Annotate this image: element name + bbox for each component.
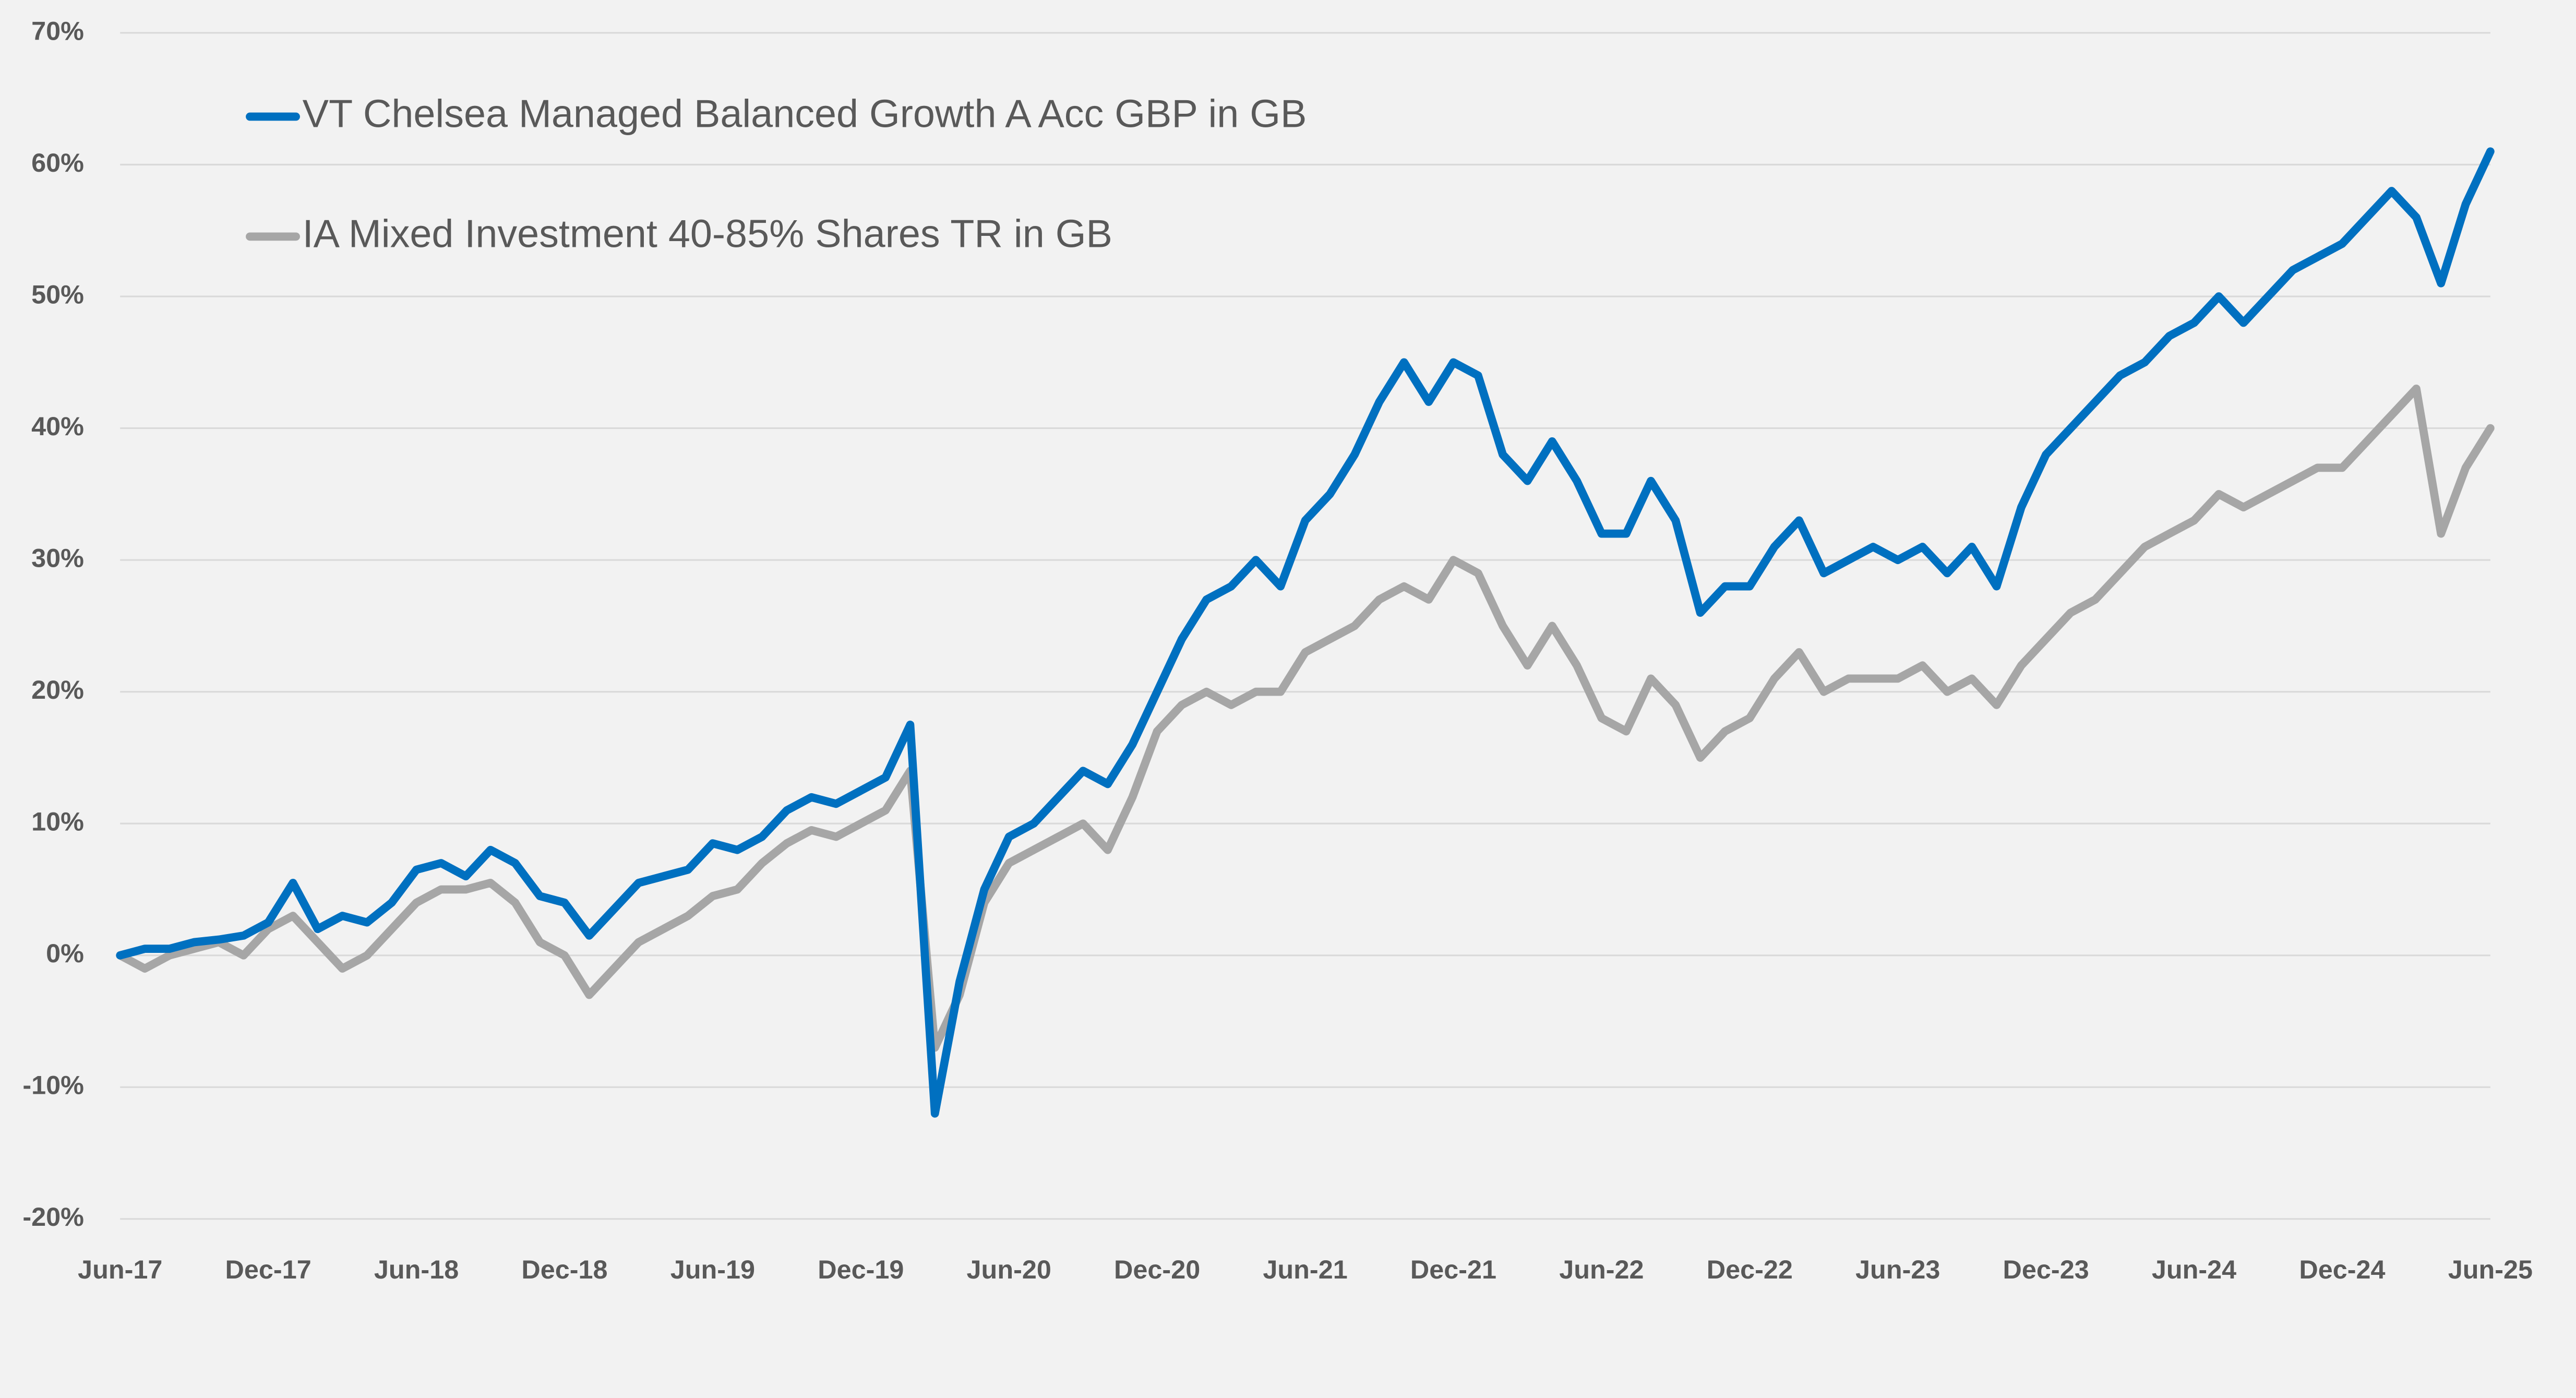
x-tick-label: Dec-22	[1707, 1254, 1793, 1284]
plot	[116, 147, 2495, 1118]
y-tick-label: 50%	[31, 279, 84, 309]
y-tick-label: 10%	[31, 807, 84, 837]
x-tick-label: Jun-21	[1263, 1254, 1347, 1284]
y-tick-label: -10%	[22, 1070, 84, 1100]
x-tick-label: Dec-18	[521, 1254, 607, 1284]
x-tick-label: Jun-22	[1559, 1254, 1644, 1284]
x-tick-label: Jun-17	[78, 1254, 162, 1284]
y-tick-label: 0%	[46, 938, 84, 968]
y-tick-label: 30%	[31, 543, 84, 572]
series-line	[116, 384, 2495, 1052]
x-tick-label: Dec-17	[225, 1254, 311, 1284]
x-tick-label: Jun-25	[2448, 1254, 2533, 1284]
legend-label: VT Chelsea Managed Balanced Growth A Acc…	[303, 92, 1307, 136]
x-tick-label: Dec-23	[2003, 1254, 2089, 1284]
y-tick-label: 70%	[31, 16, 84, 45]
y-tick-label: 20%	[31, 675, 84, 704]
axes: -20% -10% 0% 10% 20% 30% 40% 50% 60% 70% Jun-17 Dec…	[22, 16, 2533, 1284]
grid	[120, 32, 2490, 1220]
x-tick-label: Jun-23	[1855, 1254, 1940, 1284]
x-tick-label: Dec-21	[1410, 1254, 1496, 1284]
y-tick-label: -20%	[22, 1202, 84, 1232]
x-tick-label: Jun-20	[967, 1254, 1051, 1284]
x-tick-label: Jun-19	[670, 1254, 755, 1284]
legend-label: IA Mixed Investment 40-85% Shares TR in …	[303, 212, 1112, 256]
x-tick-label: Jun-18	[374, 1254, 459, 1284]
x-tick-label: Dec-24	[2299, 1254, 2385, 1284]
y-tick-label: 60%	[31, 148, 84, 177]
y-tick-label: 40%	[31, 411, 84, 441]
x-tick-label: Dec-20	[1114, 1254, 1200, 1284]
x-tick-label: Jun-24	[2152, 1254, 2236, 1284]
series-line	[116, 147, 2495, 1118]
x-tick-label: Dec-19	[818, 1254, 904, 1284]
